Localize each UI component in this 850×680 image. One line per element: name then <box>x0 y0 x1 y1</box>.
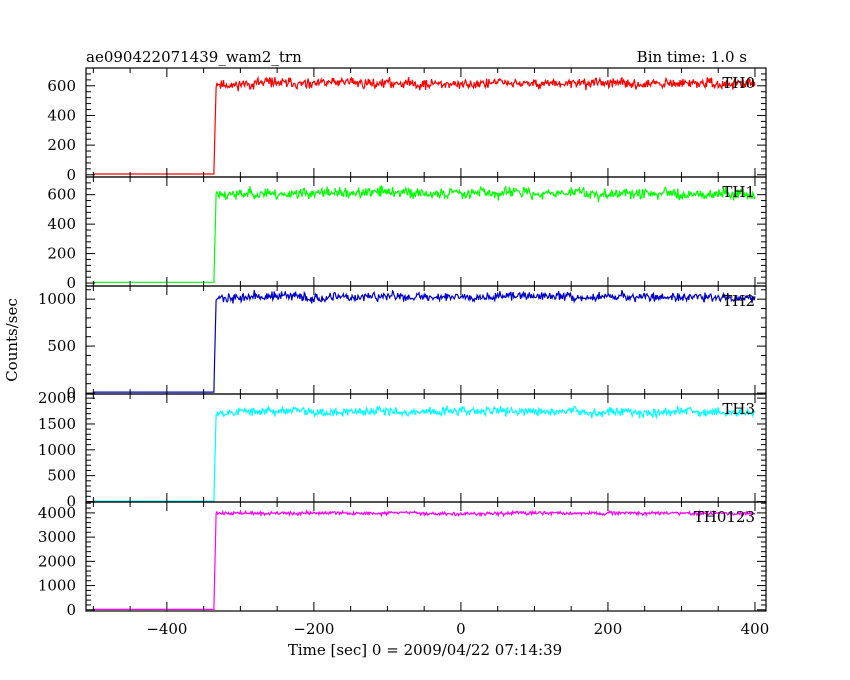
y-tick-label: 2000 <box>38 552 76 570</box>
panel-th1: 0 200 400 600 TH1 <box>47 176 767 292</box>
series-line-th0123 <box>93 509 756 611</box>
y-tick-label: 2000 <box>38 389 76 407</box>
y-axis-label: Counts/sec <box>3 298 21 382</box>
panel-th0: 0 200 400 600 TH0 <box>47 67 767 184</box>
panel-th3: 0 500 1000 1500 2000 TH3 <box>38 389 767 510</box>
y-tick-label: 0 <box>66 492 76 510</box>
x-tick-label: −400 <box>146 620 187 638</box>
x-tick-label: 400 <box>741 620 770 638</box>
series-line-th0 <box>93 75 756 175</box>
panel-th2: 0 500 1000 TH2 <box>38 285 767 402</box>
panel-th0123: 0 1000 2000 3000 4000 TH0123 <box>38 501 767 619</box>
series-line-th1 <box>93 184 756 283</box>
x-axis-label: Time [sec] 0 = 2009/04/22 07:14:39 <box>288 641 562 659</box>
y-tick-label: 3000 <box>38 528 76 546</box>
y-tick-label: 1000 <box>38 441 76 459</box>
series-name-label: TH0123 <box>694 508 755 526</box>
panel-group: 0 200 400 600 TH0 0 200 400 600 TH1 0 500 1000 TH2 0 50… <box>38 67 770 638</box>
chart-title: ae090422071439_wam2_trn <box>86 48 302 66</box>
x-tick-label: 0 <box>456 620 466 638</box>
y-tick-label: 4000 <box>38 504 76 522</box>
y-tick-label: 500 <box>47 467 76 485</box>
panel-frame <box>85 501 767 612</box>
series-name-label: TH2 <box>722 292 755 310</box>
x-tick-label: −200 <box>293 620 334 638</box>
y-tick-label: 0 <box>66 274 76 292</box>
y-tick-label: 400 <box>47 106 76 124</box>
y-tick-label: 1500 <box>38 415 76 433</box>
y-tick-label: 0 <box>66 384 76 402</box>
y-tick-label: 400 <box>47 215 76 233</box>
y-tick-label: 200 <box>47 245 76 263</box>
y-tick-label: 1000 <box>38 577 76 595</box>
series-name-label: TH3 <box>722 400 755 418</box>
series-line-th2 <box>93 289 756 393</box>
panel-frame <box>85 285 767 395</box>
series-name-label: TH1 <box>722 183 755 201</box>
y-tick-label: 1000 <box>38 290 76 308</box>
bin-time-label: Bin time: 1.0 s <box>637 48 747 66</box>
series-name-label: TH0 <box>722 74 755 92</box>
y-tick-label: 200 <box>47 136 76 154</box>
y-tick-label: 600 <box>47 77 76 95</box>
y-tick-label: 600 <box>47 186 76 204</box>
y-tick-label: 500 <box>47 337 76 355</box>
y-tick-label: 0 <box>66 166 76 184</box>
x-tick-label: 200 <box>594 620 623 638</box>
y-tick-label: 0 <box>66 601 76 619</box>
series-line-th3 <box>93 405 756 502</box>
